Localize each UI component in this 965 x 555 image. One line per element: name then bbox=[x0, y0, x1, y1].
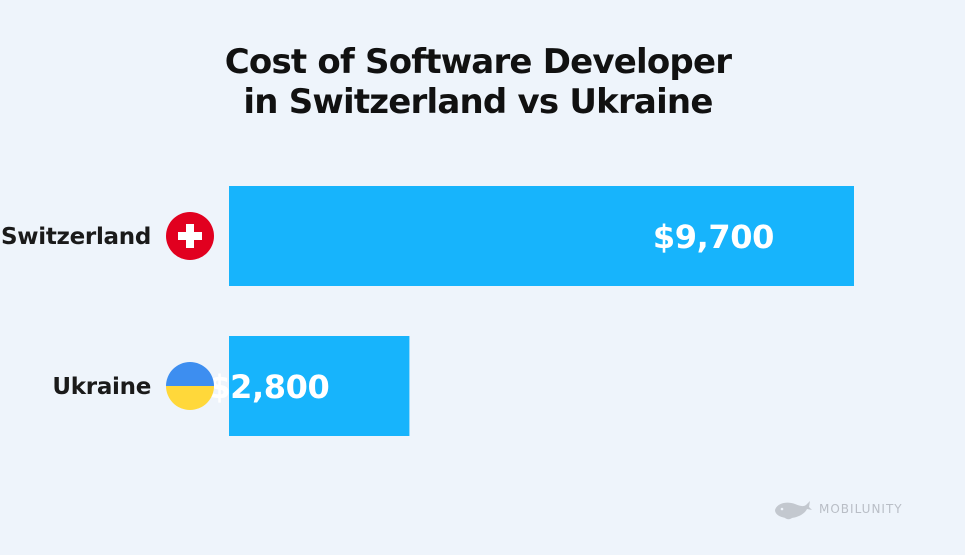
chart-title-line-2: in Switzerland vs Ukraine bbox=[243, 82, 713, 122]
data-label-switzerland: $9,700 bbox=[653, 218, 774, 256]
bar-switzerland bbox=[229, 186, 854, 286]
brand-watermark: MOBILUNITY bbox=[773, 497, 903, 521]
switzerland-flag-icon bbox=[166, 212, 214, 260]
brand-name: MOBILUNITY bbox=[819, 502, 903, 516]
whale-logo-icon bbox=[775, 501, 812, 520]
bar-ukraine bbox=[229, 336, 410, 436]
category-label-ukraine: Ukraine bbox=[52, 374, 151, 400]
ukraine-flag-icon bbox=[166, 362, 214, 410]
chart-title: Cost of Software Developer in Switzerlan… bbox=[0, 42, 956, 122]
ukraine-flag-top-half bbox=[166, 362, 214, 386]
category-label-switzerland: Switzerland bbox=[1, 224, 151, 250]
switzerland-cross-vertical bbox=[186, 224, 194, 248]
chart-title-line-1: Cost of Software Developer bbox=[224, 42, 732, 82]
data-label-ukraine: $2,800 bbox=[208, 368, 329, 406]
ukraine-flag-bottom-half bbox=[166, 386, 214, 410]
